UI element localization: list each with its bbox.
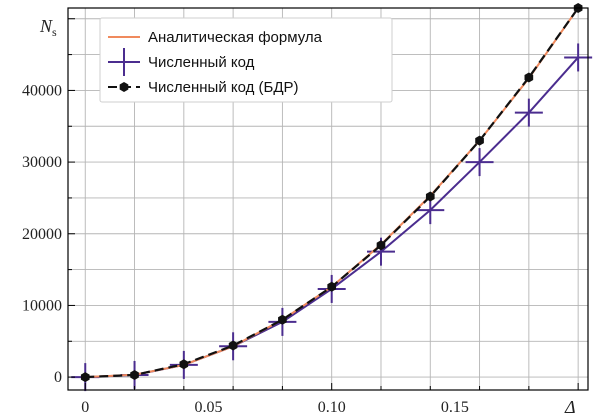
series-3-point xyxy=(278,314,287,325)
legend-box xyxy=(99,17,393,103)
series-3-point xyxy=(524,72,534,83)
series-3-point xyxy=(228,340,238,351)
legend-label: Численный код (БДР) xyxy=(148,79,299,96)
y-axis-label: Ns xyxy=(39,16,57,39)
legend: Аналитическая формула Численный код Числен… xyxy=(99,17,393,103)
y-tick-label: 30000 xyxy=(22,154,62,171)
x-tick-label: 0 xyxy=(81,399,89,416)
x-tick-label: 0.10 xyxy=(318,399,346,416)
series-3-point xyxy=(130,369,139,380)
series-3-point xyxy=(80,372,90,383)
legend-entry-3: Численный код (БДР) xyxy=(108,79,299,96)
y-tick-label: 40000 xyxy=(22,82,62,99)
series-2-point xyxy=(465,148,494,177)
series-3-point xyxy=(425,191,435,202)
series-layer xyxy=(71,3,593,392)
x-tick-label: 0.15 xyxy=(441,399,469,416)
y-tick-label: 20000 xyxy=(22,226,62,243)
axis-ticks xyxy=(68,18,579,390)
y-tick-label: 10000 xyxy=(22,297,62,314)
x-axis-label: Δ xyxy=(564,397,576,417)
legend-marker xyxy=(110,48,138,76)
legend-label: Аналитическая формула xyxy=(148,29,323,46)
legend-entry-1: Аналитическая формула xyxy=(108,29,323,46)
plot-frame xyxy=(67,7,589,391)
series-3-point xyxy=(179,359,189,370)
x-tick-label: 0.05 xyxy=(194,399,222,416)
series-2-point xyxy=(514,98,543,127)
y-tick-label: 0 xyxy=(54,369,62,386)
series-3-point xyxy=(475,135,484,146)
legend-marker xyxy=(119,82,129,92)
legend-label: Численный код xyxy=(148,54,255,71)
series-3 xyxy=(80,3,583,383)
series-3-point xyxy=(327,281,337,292)
series-3-point xyxy=(376,240,386,251)
tick-labels: 0 0.05 0.10 0.15 0 10000 20000 30000 40000 xyxy=(22,82,469,416)
legend-entry-2: Численный код xyxy=(108,48,255,76)
